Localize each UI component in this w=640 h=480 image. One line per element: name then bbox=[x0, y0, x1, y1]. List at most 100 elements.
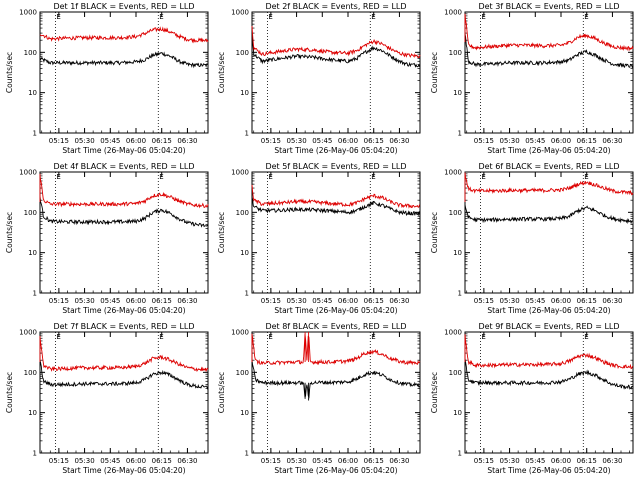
y-tick-label: 1 bbox=[33, 450, 37, 458]
event-marker-label: E bbox=[371, 173, 375, 181]
x-tick-label: 06:15 bbox=[152, 457, 172, 465]
series-events-line bbox=[39, 195, 209, 228]
x-tick-label: 05:45 bbox=[100, 137, 120, 145]
x-tick-label: 05:30 bbox=[499, 297, 519, 305]
y-tick-label: 1000 bbox=[231, 9, 249, 17]
panel-title: Det 9f BLACK = Events, RED = LLD bbox=[478, 322, 619, 331]
series-events-line bbox=[464, 204, 634, 225]
event-marker-label: E bbox=[268, 333, 272, 341]
x-tick-label: 06:00 bbox=[551, 137, 571, 145]
event-marker-label: E bbox=[371, 333, 375, 341]
x-tick-label: 05:30 bbox=[286, 457, 306, 465]
y-axis-label: Counts/sec bbox=[5, 52, 14, 93]
plot-frame bbox=[39, 331, 209, 454]
y-tick-label: 1000 bbox=[19, 329, 37, 337]
y-tick-label: 1 bbox=[458, 450, 462, 458]
x-tick-label: 05:45 bbox=[525, 457, 545, 465]
detector-panel-6: Det 6f BLACK = Events, RED = LLD Counts/s… bbox=[430, 162, 634, 315]
series-lld-line bbox=[464, 334, 634, 370]
event-marker-label: E bbox=[56, 13, 60, 21]
panel-title: Det 7f BLACK = Events, RED = LLD bbox=[53, 322, 194, 331]
detector-panel-5: Det 5f BLACK = Events, RED = LLD Counts/s… bbox=[217, 162, 421, 315]
series-lld-line bbox=[251, 184, 421, 209]
y-tick-label: 1 bbox=[245, 450, 249, 458]
detector-panel-7: Det 7f BLACK = Events, RED = LLD Counts/s… bbox=[5, 322, 209, 475]
x-tick-label: 06:15 bbox=[577, 457, 597, 465]
x-tick-label: 05:30 bbox=[499, 457, 519, 465]
event-marker-label: E bbox=[56, 333, 60, 341]
y-tick-label: 1 bbox=[458, 290, 462, 298]
y-tick-label: 10 bbox=[28, 409, 37, 417]
y-tick-label: 1000 bbox=[444, 169, 462, 177]
y-tick-label: 10 bbox=[453, 249, 462, 257]
series-events-line bbox=[464, 33, 634, 68]
series-events-line bbox=[39, 359, 209, 390]
y-tick-label: 1000 bbox=[19, 9, 37, 17]
x-tick-label: 06:15 bbox=[577, 137, 597, 145]
x-tick-label: 06:00 bbox=[126, 457, 146, 465]
x-tick-label: 05:30 bbox=[499, 137, 519, 145]
x-axis-label: Start Time (26-May-06 05:04:20) bbox=[487, 466, 610, 475]
x-tick-label: 06:00 bbox=[338, 297, 358, 305]
event-marker-label: E bbox=[159, 333, 163, 341]
x-tick-label: 05:45 bbox=[525, 297, 545, 305]
x-tick-label: 05:15 bbox=[49, 457, 69, 465]
x-tick-label: 06:30 bbox=[177, 457, 197, 465]
x-tick-label: 06:30 bbox=[389, 137, 409, 145]
event-marker-label: E bbox=[159, 173, 163, 181]
x-tick-label: 06:00 bbox=[551, 457, 571, 465]
x-tick-label: 05:15 bbox=[261, 137, 281, 145]
panel-title: Det 8f BLACK = Events, RED = LLD bbox=[265, 322, 406, 331]
x-tick-label: 05:45 bbox=[100, 297, 120, 305]
y-tick-label: 100 bbox=[24, 49, 37, 57]
y-tick-label: 1000 bbox=[19, 169, 37, 177]
y-tick-label: 1000 bbox=[444, 9, 462, 17]
x-tick-label: 06:00 bbox=[338, 137, 358, 145]
x-tick-label: 06:30 bbox=[389, 457, 409, 465]
series-lld-line bbox=[39, 335, 209, 372]
x-tick-label: 05:15 bbox=[49, 137, 69, 145]
panel-title: Det 4f BLACK = Events, RED = LLD bbox=[53, 162, 194, 171]
panel-title: Det 1f BLACK = Events, RED = LLD bbox=[53, 2, 194, 11]
y-tick-label: 10 bbox=[240, 89, 249, 97]
event-marker-label: E bbox=[56, 173, 60, 181]
detector-panel-4: Det 4f BLACK = Events, RED = LLD Counts/s… bbox=[5, 162, 209, 315]
y-tick-label: 10 bbox=[453, 89, 462, 97]
series-lld-line bbox=[464, 172, 634, 202]
x-tick-label: 05:15 bbox=[261, 457, 281, 465]
y-tick-label: 100 bbox=[24, 369, 37, 377]
x-tick-label: 06:30 bbox=[389, 297, 409, 305]
y-tick-label: 100 bbox=[236, 209, 249, 217]
plot-frame bbox=[464, 171, 634, 294]
x-tick-label: 05:15 bbox=[261, 297, 281, 305]
x-tick-label: 06:00 bbox=[551, 297, 571, 305]
x-tick-label: 06:30 bbox=[177, 297, 197, 305]
x-tick-label: 06:00 bbox=[126, 137, 146, 145]
series-events-line bbox=[464, 358, 634, 390]
event-marker-label: E bbox=[268, 173, 272, 181]
x-tick-label: 05:15 bbox=[474, 297, 494, 305]
plot-frame bbox=[39, 171, 209, 294]
detector-panel-2: Det 2f BLACK = Events, RED = LLD Counts/s… bbox=[217, 2, 421, 155]
y-axis-label: Counts/sec bbox=[430, 212, 439, 253]
x-tick-label: 06:30 bbox=[602, 297, 622, 305]
y-axis-label: Counts/sec bbox=[430, 372, 439, 413]
y-tick-label: 100 bbox=[449, 209, 462, 217]
y-axis-label: Counts/sec bbox=[5, 212, 14, 253]
x-tick-label: 06:30 bbox=[602, 457, 622, 465]
y-tick-label: 100 bbox=[236, 49, 249, 57]
x-tick-label: 05:45 bbox=[525, 137, 545, 145]
x-tick-label: 06:15 bbox=[152, 297, 172, 305]
x-tick-label: 05:45 bbox=[312, 457, 332, 465]
x-tick-label: 06:00 bbox=[126, 297, 146, 305]
x-tick-label: 05:30 bbox=[74, 457, 94, 465]
y-tick-label: 10 bbox=[240, 409, 249, 417]
y-tick-label: 1 bbox=[458, 130, 462, 138]
y-tick-label: 10 bbox=[240, 249, 249, 257]
y-tick-label: 10 bbox=[453, 409, 462, 417]
y-tick-label: 100 bbox=[24, 209, 37, 217]
event-marker-label: E bbox=[268, 13, 272, 21]
x-tick-label: 06:15 bbox=[152, 137, 172, 145]
event-marker-label: E bbox=[159, 13, 163, 21]
